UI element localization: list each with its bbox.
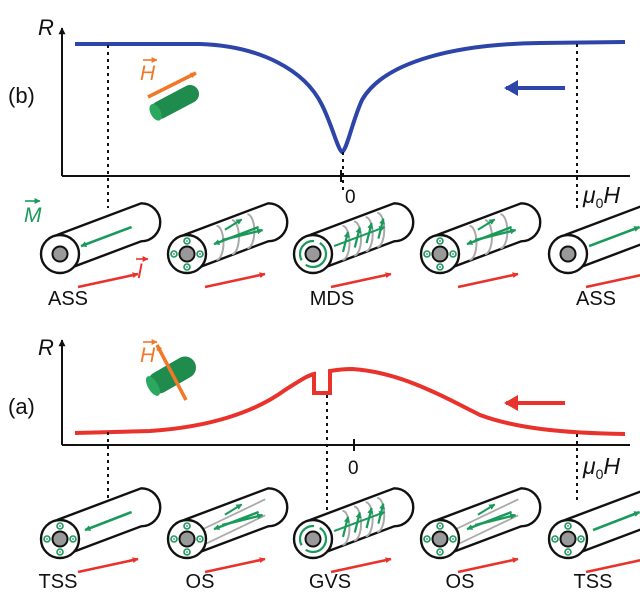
state-label-a-4: OS: [446, 571, 475, 593]
panel-a-y-label: R: [38, 335, 54, 360]
nanotube-a-2-icon: [166, 487, 289, 574]
panel-a-label: (a): [8, 394, 35, 419]
xa-var: H: [603, 453, 620, 479]
field-arrow-icon: [147, 71, 197, 99]
x-var: H: [603, 182, 620, 208]
state-label-b-2: MDS: [310, 288, 354, 310]
field-arrow-perp-icon: [155, 344, 188, 401]
nanotube-a-4-icon: [419, 487, 542, 574]
x-sub: 0: [596, 195, 604, 211]
state-label-a-3: GVS: [309, 571, 351, 593]
panel-a-x-label: μ0H: [582, 453, 620, 482]
nanotube-a-5-icon: [547, 490, 640, 574]
nanotube-a-1-icon: [39, 487, 162, 574]
panel-b-sweep-arrowhead-icon: [504, 80, 518, 96]
panel-b-x-label: μ0H: [582, 182, 620, 211]
nanotube-a-3-icon: [292, 487, 415, 574]
panel-b-y-label: R: [38, 15, 54, 40]
panel-b-curve: [75, 40, 626, 155]
current-label: I: [137, 260, 143, 283]
panel-b-field-inset: H: [140, 57, 200, 121]
nanotube-b-1-icon: [39, 202, 162, 289]
nanotube-b-3-icon: [292, 202, 415, 289]
state-label-a-1: TSS: [39, 571, 78, 593]
field-label-a: H: [140, 344, 156, 367]
nanotube-b-2-icon: [166, 202, 289, 289]
panel-b: (b) R 0 μ0H H M I ASS MDS ASS: [8, 15, 640, 310]
panel-a-field-inset: H: [140, 339, 196, 401]
panel-a-sweep-arrowhead-icon: [504, 395, 518, 411]
x-mu: μ: [582, 182, 596, 208]
state-label-a-5: TSS: [574, 571, 613, 593]
panel-a-curve: [74, 366, 626, 436]
state-label-a-2: OS: [186, 571, 215, 593]
panel-a: (a) R 0 μ0H H TSS OS GVS OS TSS: [8, 335, 640, 593]
panel-b-zero-label: 0: [345, 187, 356, 208]
panel-b-label: (b): [8, 83, 35, 108]
state-label-b-3: ASS: [576, 288, 616, 310]
panel-a-zero-label: 0: [348, 458, 359, 479]
magnetization-label: M: [24, 204, 42, 227]
nanotube-b-4-icon: [419, 202, 542, 289]
field-label-b: H: [140, 62, 156, 85]
xa-sub: 0: [596, 466, 604, 482]
nanotube-b-5-icon: [547, 205, 640, 289]
state-label-b-1: ASS: [48, 288, 88, 310]
xa-mu: μ: [582, 453, 596, 479]
green-rod-icon: [149, 85, 200, 121]
